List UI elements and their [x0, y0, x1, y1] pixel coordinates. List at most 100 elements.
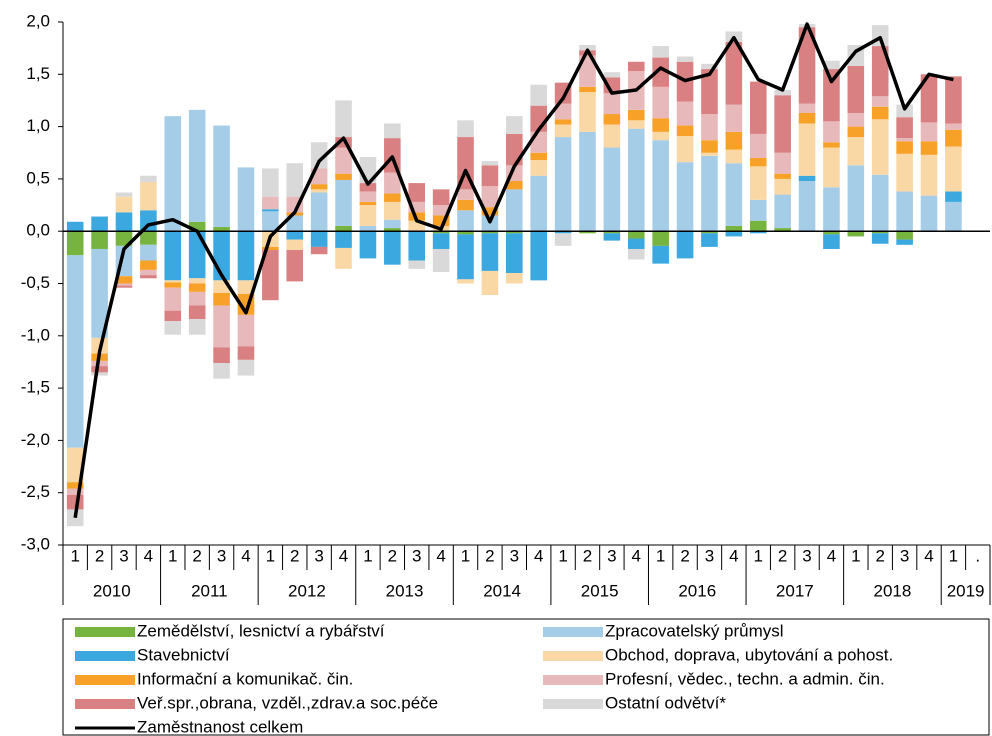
- bar-segment: [627, 128, 645, 232]
- bar-segment: [457, 189, 474, 200]
- bar-segment: [164, 287, 182, 311]
- legend-swatch: [75, 699, 135, 709]
- bar-segment: [237, 167, 255, 232]
- bar-segment: [530, 131, 547, 153]
- x-tick-label: 1: [70, 546, 79, 565]
- bar-segment: [384, 219, 401, 229]
- bar-segment: [798, 113, 816, 124]
- bar-segment: [140, 175, 157, 183]
- year-label: 2012: [288, 581, 326, 600]
- bar-segment: [408, 220, 426, 232]
- bar-segment: [676, 125, 694, 137]
- bar-segment: [774, 89, 791, 96]
- bar-segment: [262, 246, 279, 251]
- x-tick-label: 2: [875, 546, 884, 565]
- bar-segment: [91, 372, 108, 376]
- bar-segment: [481, 231, 499, 234]
- bar-segment: [676, 56, 694, 62]
- bar-segment: [140, 260, 157, 270]
- year-label: 2010: [93, 581, 131, 600]
- bar-segment: [627, 61, 645, 72]
- bar-segment: [652, 131, 669, 141]
- bar-segment: [676, 101, 694, 126]
- bar-segment: [847, 126, 865, 138]
- bar-segment: [676, 231, 694, 259]
- bar-segment: [579, 86, 596, 93]
- bar-segment: [286, 250, 304, 282]
- bar-segment: [530, 160, 547, 176]
- legend-swatch: [543, 699, 603, 709]
- bar-segment: [823, 231, 840, 235]
- y-tick-label: -2,5: [21, 482, 50, 501]
- bar-segment: [286, 231, 304, 240]
- bar-segment: [140, 182, 157, 211]
- bar-segment: [506, 231, 523, 234]
- x-tick-label: 1: [851, 546, 860, 565]
- bar-segment: [749, 231, 767, 234]
- bar-segment: [66, 221, 84, 232]
- bar-segment: [506, 180, 523, 190]
- bar-segment: [749, 133, 767, 158]
- bar-segment: [920, 154, 938, 196]
- year-label: 2018: [874, 581, 912, 600]
- bar-segment: [603, 231, 621, 234]
- bar-segment: [188, 221, 206, 232]
- bar-segment: [164, 282, 182, 288]
- bar-segment: [457, 210, 474, 232]
- bar-segment: [896, 138, 913, 142]
- bar-segment: [335, 231, 352, 248]
- bar-segment: [115, 196, 133, 213]
- bar-segment: [725, 131, 743, 150]
- x-tick-label: 2: [485, 546, 494, 565]
- x-tick-label: 3: [900, 546, 909, 565]
- bar-segment: [627, 248, 645, 260]
- x-tick-label: 3: [705, 546, 714, 565]
- bar-segment: [310, 184, 328, 190]
- x-tick-label: 2: [778, 546, 787, 565]
- bar-segment: [945, 201, 962, 232]
- bar-segment: [774, 173, 791, 179]
- x-tick-label: 1: [656, 546, 665, 565]
- bar-segment: [213, 125, 230, 228]
- bar-segment: [310, 246, 328, 255]
- x-tick-label: 4: [534, 546, 543, 565]
- bar-segment: [945, 129, 962, 147]
- year-label: 2019: [947, 581, 985, 600]
- bar-segment: [359, 183, 377, 192]
- bar-segment: [481, 270, 499, 296]
- bar-segment: [335, 179, 352, 226]
- bar-segment: [408, 183, 426, 202]
- x-tick-label: 4: [339, 546, 348, 565]
- bar-segment: [213, 305, 230, 348]
- bar-segment: [262, 211, 279, 232]
- bar-segment: [652, 86, 669, 119]
- x-tick-label: 4: [827, 546, 836, 565]
- bar-segment: [871, 106, 889, 120]
- bar-segment: [823, 121, 840, 143]
- bar-segment: [262, 209, 279, 212]
- bar-segment: [749, 166, 767, 200]
- line-series: [73, 22, 954, 519]
- bar-segment: [554, 137, 572, 232]
- bar-segment: [384, 228, 401, 232]
- legend-label: Zemědělství, lesnictví a rybářství: [137, 621, 385, 640]
- year-label: 2017: [776, 581, 814, 600]
- bar-segment: [945, 76, 962, 124]
- bar-segment: [237, 314, 255, 347]
- x-tick-label: 4: [924, 546, 933, 565]
- bar-segment: [701, 233, 718, 247]
- bar-segment: [286, 239, 304, 251]
- bar-segment: [262, 250, 279, 301]
- bar-segment: [408, 201, 426, 213]
- bar-segment: [749, 199, 767, 221]
- bar-segment: [457, 199, 474, 211]
- bar-segment: [749, 220, 767, 232]
- x-tick-label: 3: [510, 546, 519, 565]
- x-tick-label: 3: [412, 546, 421, 565]
- legend-label: Profesní, vědec., techn. a admin. čin.: [605, 669, 885, 688]
- bar-segment: [262, 196, 279, 210]
- bar-segment: [823, 60, 840, 70]
- x-tick-label: .: [975, 546, 980, 565]
- bar-segment: [66, 231, 84, 256]
- bar-segment: [432, 248, 450, 272]
